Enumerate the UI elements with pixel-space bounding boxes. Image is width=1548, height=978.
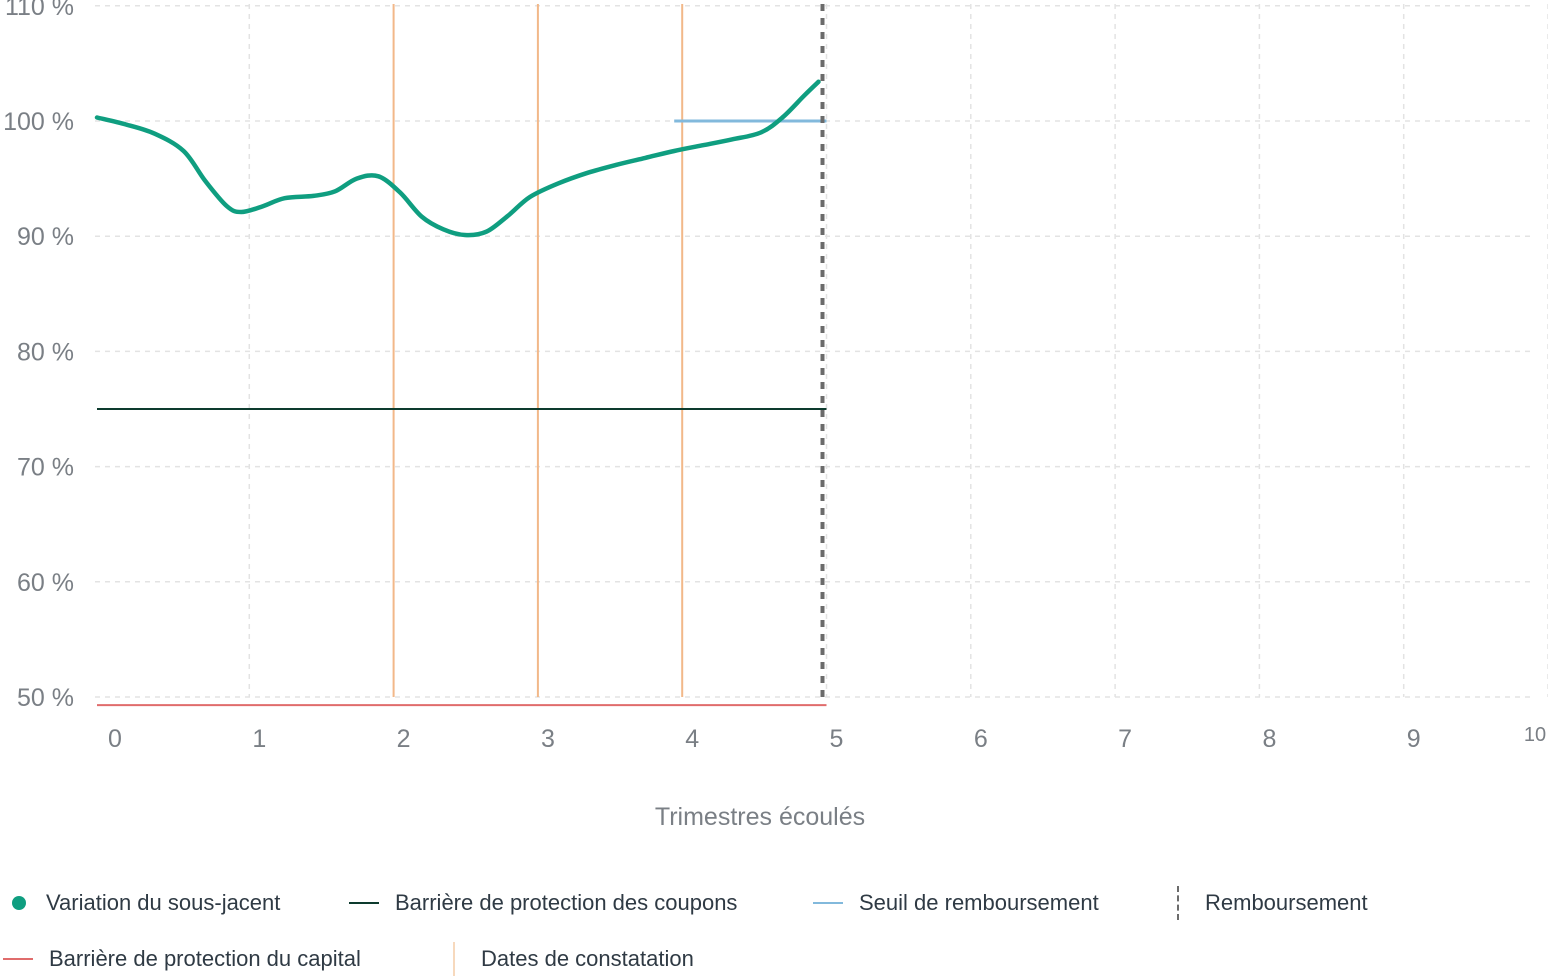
x-tick-label: 9 (1407, 725, 1421, 753)
legend-line-icon (813, 902, 843, 904)
legend-label: Barrière de protection des coupons (395, 890, 738, 915)
legend-dot-icon (12, 896, 26, 910)
legend-item-observation-dates: Dates de constatation (453, 942, 694, 976)
legend-line-icon (349, 902, 379, 904)
legend-line-icon (453, 942, 455, 976)
legend-label: Seuil de remboursement (859, 890, 1099, 915)
x-tick-label: 4 (685, 725, 699, 753)
y-tick-label: 70 % (17, 454, 74, 482)
x-axis-ticks: 0 1 2 3 4 5 6 7 8 9 10 (108, 724, 1546, 753)
y-axis-ticks: 50 % 60 % 70 % 80 % 90 % 100 % 110 % (3, 0, 74, 712)
y-tick-label: 60 % (17, 569, 74, 597)
x-tick-label: 7 (1118, 725, 1132, 753)
chart: 50 % 60 % 70 % 80 % 90 % 100 % 110 % 0 1 2 3 4 5 6 7 8… (3, 0, 1548, 831)
legend-dashed-line-icon (1177, 886, 1179, 920)
y-tick-label: 50 % (17, 684, 74, 712)
x-tick-label: 5 (830, 725, 844, 753)
legend-item-redemption-threshold: Seuil de remboursement (813, 890, 1099, 916)
legend-line-icon (3, 958, 33, 960)
legend-item-redemption: Remboursement (1177, 886, 1368, 920)
legend-label: Variation du sous-jacent (46, 890, 281, 915)
y-tick-label: 110 % (5, 0, 74, 21)
y-tick-label: 80 % (17, 338, 74, 366)
x-tick-label: 10 (1524, 724, 1546, 746)
observation-dates (392, 4, 684, 697)
x-tick-label: 8 (1262, 725, 1276, 753)
legend-label: Dates de constatation (481, 946, 694, 971)
underlying-variation-line (94, 79, 821, 238)
y-tick-label: 100 % (3, 108, 74, 136)
underlying-series (94, 79, 821, 238)
barrier-lines (97, 119, 827, 707)
legend-label: Barrière de protection du capital (49, 946, 361, 971)
x-tick-label: 2 (397, 725, 411, 753)
x-tick-label: 3 (541, 725, 555, 753)
x-tick-label: 0 (108, 725, 122, 753)
legend-item-underlying: Variation du sous-jacent (12, 890, 280, 916)
legend: Variation du sous-jacent Barrière de pro… (0, 870, 1548, 978)
y-tick-label: 90 % (17, 223, 74, 251)
x-tick-label: 1 (252, 725, 266, 753)
x-axis-title: Trimestres écoulés (655, 803, 865, 831)
x-tick-label: 6 (974, 725, 988, 753)
legend-item-capital-barrier: Barrière de protection du capital (3, 946, 361, 972)
legend-item-coupon-barrier: Barrière de protection des coupons (349, 890, 737, 916)
legend-label: Remboursement (1205, 890, 1368, 915)
